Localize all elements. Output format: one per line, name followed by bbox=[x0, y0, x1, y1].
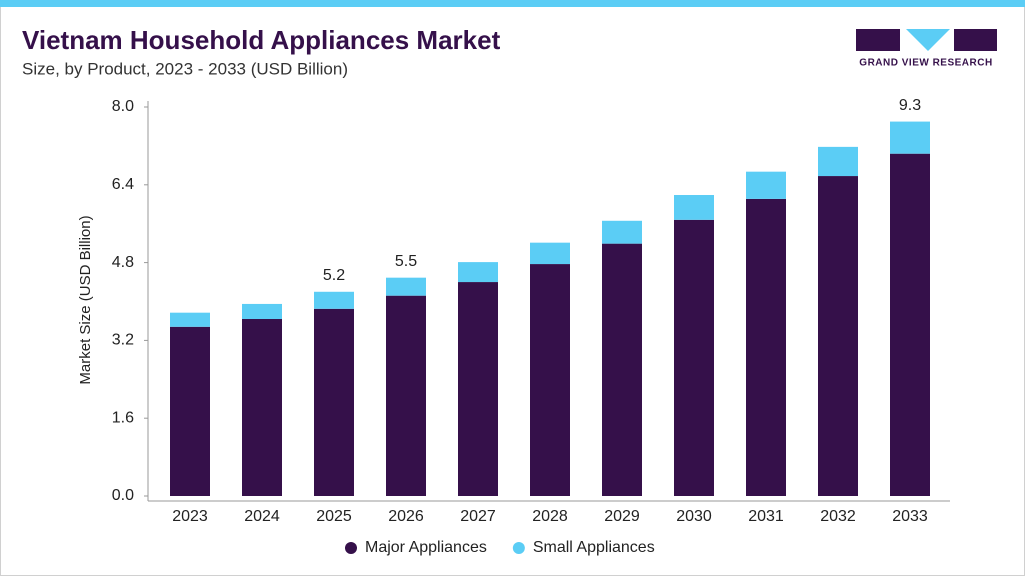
brand: GRAND VIEW RESEARCH bbox=[859, 58, 992, 69]
logo-block bbox=[954, 29, 997, 51]
bar-segment bbox=[314, 291, 354, 309]
y-tick-label: 3.2 bbox=[112, 332, 134, 349]
bar-segment bbox=[746, 198, 786, 496]
bar-segment bbox=[674, 195, 714, 220]
bar-segment bbox=[818, 146, 858, 177]
y-axis-label: Market Size (USD Billion) bbox=[77, 215, 94, 384]
top-band bbox=[0, 0, 1025, 7]
logo-block bbox=[906, 29, 950, 51]
bar-segment bbox=[458, 262, 498, 283]
total-label: 9.3 bbox=[899, 97, 921, 114]
y-tick-label: 1.6 bbox=[112, 409, 134, 426]
bar-segment bbox=[314, 308, 354, 496]
x-tick-label: 2027 bbox=[460, 508, 496, 525]
x-tick-label: 2026 bbox=[388, 508, 424, 525]
chart-title: Vietnam Household Appliances Market bbox=[22, 25, 501, 55]
legend-label: Small Appliances bbox=[533, 539, 655, 556]
bar-segment bbox=[674, 219, 714, 496]
bar-segment bbox=[242, 303, 282, 320]
total-label: 5.5 bbox=[395, 253, 417, 270]
bar-segment bbox=[170, 312, 210, 327]
x-tick-label: 2031 bbox=[748, 508, 784, 525]
y-tick-label: 6.4 bbox=[112, 176, 134, 193]
bar-segment bbox=[170, 326, 210, 496]
legend-marker bbox=[512, 542, 525, 554]
x-tick-label: 2028 bbox=[532, 508, 568, 525]
x-tick-label: 2024 bbox=[244, 508, 280, 525]
bar-segment bbox=[890, 153, 930, 496]
x-tick-label: 2025 bbox=[316, 508, 352, 525]
x-tick-label: 2032 bbox=[820, 508, 856, 525]
logo-block bbox=[856, 29, 900, 51]
bar-segment bbox=[242, 319, 282, 496]
x-tick-label: 2033 bbox=[892, 508, 928, 525]
bar-segment bbox=[890, 121, 930, 154]
y-tick-label: 4.8 bbox=[112, 254, 134, 271]
bar-segment bbox=[818, 176, 858, 497]
x-tick-label: 2030 bbox=[676, 508, 712, 525]
y-tick-label: 8.0 bbox=[112, 98, 134, 115]
bar-segment bbox=[386, 277, 426, 296]
bar-segment bbox=[530, 242, 570, 265]
bar-segment bbox=[602, 243, 642, 496]
legend-label: Major Appliances bbox=[365, 539, 487, 556]
x-tick-label: 2023 bbox=[172, 508, 208, 525]
chart-subtitle: Size, by Product, 2023 - 2033 (USD Billi… bbox=[22, 59, 348, 78]
logo: GRAND VIEW RESEARCH bbox=[856, 29, 997, 69]
bar-segment bbox=[746, 171, 786, 199]
legend-marker bbox=[345, 542, 357, 554]
x-tick-label: 2029 bbox=[604, 508, 640, 525]
total-label: 5.2 bbox=[323, 267, 345, 284]
bar-segment bbox=[386, 295, 426, 496]
y-tick-label: 0.0 bbox=[112, 487, 134, 504]
bar-segment bbox=[602, 220, 642, 244]
bar-segment bbox=[530, 264, 570, 496]
bar-segment bbox=[458, 282, 498, 496]
